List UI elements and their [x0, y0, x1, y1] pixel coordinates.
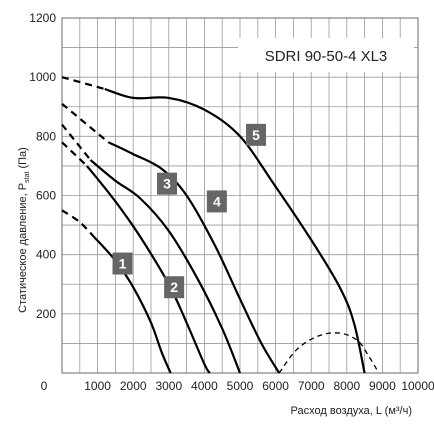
x-axis-title: Расход воздуха, L (м³/ч): [291, 405, 412, 417]
x-tick-label: 3000: [155, 379, 182, 393]
x-tick-label: 7000: [298, 379, 325, 393]
curve-label-box-4: [206, 190, 227, 213]
curve-5-dashed: [61, 76, 105, 91]
y-tick-label: 600: [36, 189, 56, 203]
curve-5: [104, 87, 366, 374]
curve-3-dashed: [61, 123, 92, 161]
x-tick-label: 4000: [191, 379, 218, 393]
y-tick-label: 400: [36, 248, 56, 262]
curve-label-1: 1: [119, 256, 127, 272]
curve-label-box-2: [164, 276, 185, 299]
curve-3: [89, 159, 242, 374]
tick-labels: 0 1000 2000 3000 4000 5000 6000 7000 8000 9000 100…: [29, 11, 434, 393]
y-tick-label: 1000: [29, 70, 56, 84]
y-axis-title-unit: (Па): [17, 147, 29, 171]
y-axis-title-main: Статическое давление, P: [17, 183, 29, 313]
model-label-background: [238, 38, 414, 72]
y-tick-label: 200: [36, 307, 56, 321]
curve-label-4: 4: [213, 193, 221, 209]
x-tick-label: 9000: [369, 379, 396, 393]
curve-labels: 1 2 3 4 5: [112, 123, 267, 299]
y-tick-label: 800: [36, 129, 56, 143]
curve-1-dashed: [61, 209, 95, 238]
x-tick-label: 2000: [120, 379, 147, 393]
y-axis-title: Статическое давление, Pstat (Па): [17, 147, 31, 313]
model-label: SDRI 90-50-4 XL3: [265, 48, 388, 65]
x-tick-label: 8000: [333, 379, 360, 393]
x-tick-label: 6000: [262, 379, 289, 393]
boundary-curve-dashed: [278, 332, 380, 374]
curve-label-box-5: [246, 123, 267, 146]
curve-4-dashed: [61, 102, 110, 144]
x-tick-label: 0: [41, 379, 48, 393]
curve-label-box-3: [157, 172, 178, 195]
y-tick-label: 1200: [29, 11, 56, 25]
x-tick-label: 5000: [227, 379, 254, 393]
curve-4: [107, 141, 281, 374]
curve-label-box-1: [112, 252, 133, 275]
x-tick-label: 1000: [84, 379, 111, 393]
curve-2-dashed: [61, 141, 88, 167]
x-tick-label: 10000: [401, 379, 434, 393]
curve-label-5: 5: [252, 127, 260, 143]
y-axis-title-subscript: stat: [24, 172, 31, 183]
curve-label-3: 3: [163, 176, 171, 192]
curve-label-2: 2: [170, 279, 178, 295]
